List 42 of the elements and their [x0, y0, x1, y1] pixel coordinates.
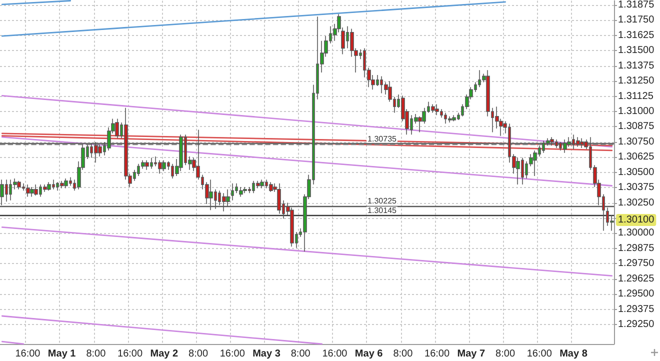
- y-tick-label: 1.31750: [618, 14, 655, 26]
- x-tick-label: 8:00: [496, 348, 516, 360]
- x-tick-label: May 3: [252, 348, 281, 360]
- y-tick-label: 1.29750: [618, 258, 655, 270]
- x-tick-label: 8:00: [393, 348, 414, 360]
- y-tick-label: 1.29250: [618, 319, 655, 330]
- x-tick-label: 8:00: [188, 348, 208, 360]
- y-tick-label: 1.31875: [618, 0, 655, 10]
- ref-line-label: 1.30225: [368, 196, 398, 206]
- y-tick-label: 1.31125: [618, 90, 654, 102]
- x-tick-label: May 7: [457, 348, 486, 360]
- y-tick-label: 1.29875: [618, 242, 655, 254]
- y-tick-label: 1.29500: [618, 288, 655, 300]
- y-tick-label: 1.31500: [618, 45, 655, 56]
- x-tick-label: May 6: [354, 348, 384, 360]
- y-tick-label: 1.30875: [618, 121, 655, 132]
- x-tick-label: 16:00: [220, 348, 246, 360]
- y-tick-label: 1.30750: [618, 136, 655, 148]
- y-tick-label: 1.31375: [618, 60, 655, 72]
- y-tick-label: 1.30500: [618, 166, 655, 178]
- x-tick-label: 16:00: [526, 348, 552, 360]
- y-tick-label: 1.30250: [618, 197, 655, 208]
- ref-line-label: 1.30145: [368, 206, 398, 216]
- x-tick-label: 16:00: [424, 348, 450, 360]
- x-tick-label: 16:00: [15, 348, 41, 360]
- y-tick-label: 1.31250: [618, 76, 655, 87]
- y-tick-label: 1.30375: [618, 182, 655, 194]
- text: 1.30100: [618, 214, 655, 226]
- x-tick-label: 8:00: [290, 348, 311, 360]
- x-tick-label: May 2: [150, 348, 178, 360]
- y-tick-label: 1.30000: [618, 228, 655, 239]
- y-tick-label: 1.30625: [618, 152, 655, 163]
- y-tick-label: 1.31000: [618, 106, 655, 118]
- x-tick-label: 8:00: [86, 348, 106, 360]
- x-tick-label: May 8: [560, 348, 588, 360]
- x-tick-label: 16:00: [322, 348, 348, 360]
- y-tick-label: 1.31625: [618, 30, 655, 41]
- ref-line-label: 1.30735: [368, 134, 398, 144]
- x-tick-label: 16:00: [118, 348, 143, 360]
- x-tick-label: May 1: [48, 348, 76, 360]
- y-tick-label: 1.29375: [618, 304, 655, 315]
- y-tick-label: 1.29625: [618, 273, 655, 284]
